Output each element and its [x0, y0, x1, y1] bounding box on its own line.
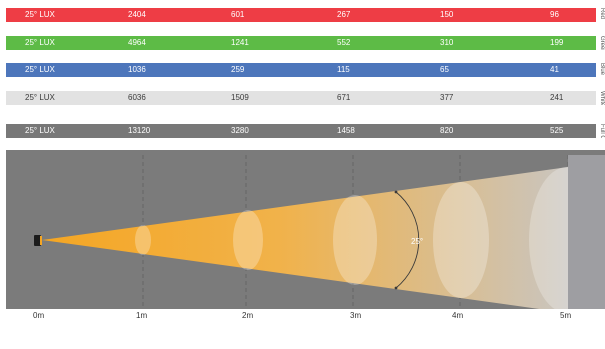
- lux-value-1m: 13120: [128, 126, 151, 135]
- distance-label-5m: 5m: [560, 311, 572, 320]
- row-label: 25° LUX: [25, 126, 55, 135]
- lux-value-2m: 1241: [231, 38, 249, 47]
- lux-value-2m: 601: [231, 10, 245, 19]
- lux-value-2m: 259: [231, 65, 245, 74]
- distance-label-3m: 3m: [350, 311, 362, 320]
- lux-value-4m: 820: [440, 126, 454, 135]
- row-label: 25° LUX: [25, 93, 55, 102]
- lux-value-5m: 241: [550, 93, 564, 102]
- lux-value-1m: 4964: [128, 38, 146, 47]
- lux-row-red: 25° LUX 2404 601 267 150 96: [6, 8, 596, 22]
- lux-value-4m: 310: [440, 38, 454, 47]
- lux-value-5m: 525: [550, 126, 564, 135]
- lux-row-full-on: 25° LUX 13120 3280 1458 820 525: [6, 124, 596, 138]
- light-fixture: [34, 235, 41, 246]
- beam-diagram: 25°: [6, 150, 605, 309]
- row-label: 25° LUX: [25, 65, 55, 74]
- lux-value-1m: 2404: [128, 10, 146, 19]
- lux-value-2m: 3280: [231, 126, 249, 135]
- arc-end-bottom: [394, 286, 398, 290]
- light-beam-cone: [42, 167, 568, 309]
- row-label: 25° LUX: [25, 38, 55, 47]
- distance-label-2m: 2m: [242, 311, 254, 320]
- distance-label-1m: 1m: [136, 311, 148, 320]
- distance-label-4m: 4m: [452, 311, 464, 320]
- beam-angle-label: 25°: [411, 237, 423, 246]
- distance-label-0m: 0m: [33, 311, 45, 320]
- lux-row-green: 25° LUX 4964 1241 552 310 199: [6, 36, 596, 50]
- beam-end-plane: [568, 155, 605, 309]
- lux-value-3m: 267: [337, 10, 351, 19]
- lux-value-1m: 6036: [128, 93, 146, 102]
- row-side-label-full-on: Full On: [599, 124, 605, 138]
- lux-row-white: 25° LUX 6036 1509 671 377 241: [6, 91, 596, 105]
- beam-spot-4m: [433, 182, 489, 298]
- lux-value-4m: 377: [440, 93, 454, 102]
- beam-angle-arc: [395, 191, 420, 289]
- lux-value-3m: 671: [337, 93, 351, 102]
- lux-row-blue: 25° LUX 1036 259 115 65 41: [6, 63, 596, 77]
- light-fixture-lens: [40, 236, 42, 245]
- lux-value-4m: 150: [440, 10, 454, 19]
- lux-value-5m: 96: [550, 10, 559, 19]
- arc-end-top: [394, 190, 398, 194]
- row-side-label-green: Green: [599, 36, 605, 50]
- beam-spot-1m: [135, 225, 151, 255]
- lux-value-3m: 115: [337, 65, 350, 74]
- lux-value-5m: 41: [550, 65, 559, 74]
- beam-spot-2m: [233, 210, 263, 270]
- row-side-label-red: Red: [599, 8, 605, 20]
- beam-spot-3m: [333, 195, 377, 285]
- row-label: 25° LUX: [25, 10, 55, 19]
- lux-value-4m: 65: [440, 65, 449, 74]
- row-side-label-white: White: [599, 91, 605, 105]
- lux-value-2m: 1509: [231, 93, 249, 102]
- row-side-label-blue: Blue: [599, 63, 605, 76]
- lux-value-5m: 199: [550, 38, 564, 47]
- lux-value-3m: 1458: [337, 126, 355, 135]
- lux-value-1m: 1036: [128, 65, 146, 74]
- lux-value-3m: 552: [337, 38, 351, 47]
